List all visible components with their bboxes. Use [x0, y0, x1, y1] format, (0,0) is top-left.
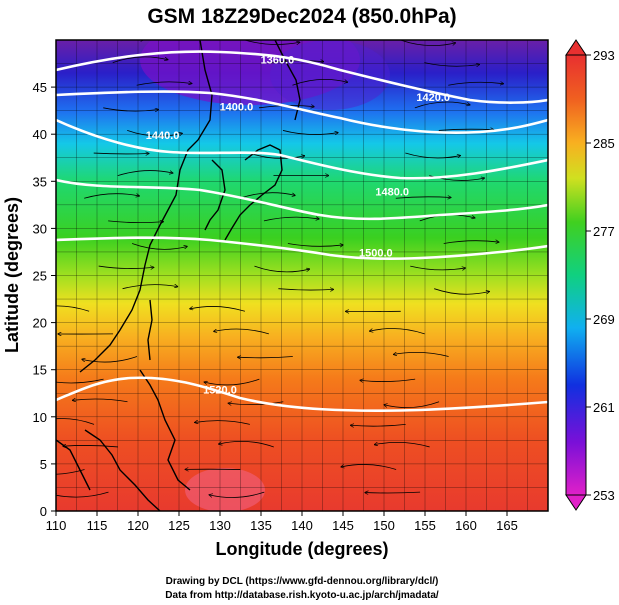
x-tick-label: 165 [496, 518, 518, 533]
y-axis-label: Latitude (degrees) [2, 197, 22, 353]
colorbar-label: 285 [593, 136, 615, 151]
credit-data: Data from http://database.rish.kyoto-u.a… [165, 590, 439, 601]
y-tick-label: 20 [33, 316, 47, 331]
x-tick-label: 140 [291, 518, 313, 533]
colorbar: 293 285 277 269 261 253 [565, 39, 615, 511]
contour-label: 1360.0 [261, 55, 295, 67]
height-contours [56, 50, 548, 412]
y-tick-label: 10 [33, 410, 47, 425]
contour-label: 1500.0 [359, 248, 393, 260]
contour-label: 1480.0 [375, 186, 409, 198]
y-tick-label: 35 [33, 174, 47, 189]
x-tick-label: 150 [373, 518, 395, 533]
y-tick-label: 15 [33, 363, 47, 378]
x-tick-label: 130 [209, 518, 231, 533]
x-tick-label: 160 [455, 518, 477, 533]
contour-label-layer: 1360.0 1400.0 1440.0 1420.0 1480.0 1500.0 1520… [146, 55, 450, 397]
colorbar-label: 293 [593, 48, 615, 63]
y-tick-label: 45 [33, 80, 47, 95]
x-tick-label: 155 [414, 518, 436, 533]
x-axis-label: Longitude (degrees) [215, 539, 388, 559]
x-tick-label: 115 [87, 518, 108, 533]
contour-label: 1400.0 [220, 102, 254, 114]
colorbar-label: 277 [593, 224, 615, 239]
contour-label: 1420.0 [416, 92, 450, 104]
colorbar-label: 261 [593, 400, 615, 415]
y-tick-label: 5 [40, 457, 47, 472]
colorbar-top-arrow [565, 39, 587, 56]
x-tick-label: 125 [168, 518, 190, 533]
x-tick-label: 120 [127, 518, 149, 533]
plot-area: 1360.0 1400.0 1440.0 1420.0 1480.0 1500.0 1520… [56, 40, 548, 511]
x-tick-label: 110 [46, 518, 67, 533]
warm-pocket [185, 468, 265, 511]
y-tick-label: 0 [40, 504, 47, 519]
colorbar-gradient [565, 54, 587, 496]
x-axis: 110 115 120 125 130 135 140 145 150 155 160 165 [46, 511, 518, 533]
grid-layer [56, 40, 548, 511]
colorbar-bottom-arrow [565, 494, 587, 511]
contour-label: 1520.0 [203, 384, 237, 396]
y-axis: 0 5 10 15 20 25 30 35 40 45 [33, 80, 56, 519]
x-tick-label: 145 [332, 518, 354, 533]
chart-title: GSM 18Z29Dec2024 (850.0hPa) [147, 5, 456, 28]
contour-label: 1440.0 [146, 130, 180, 142]
colorbar-label: 269 [593, 312, 615, 327]
credit-drawing: Drawing by DCL (https://www.gfd-dennou.o… [166, 576, 439, 587]
y-tick-label: 40 [33, 127, 47, 142]
colorbar-label: 253 [593, 488, 615, 503]
y-tick-label: 25 [33, 269, 47, 284]
y-tick-label: 30 [33, 221, 47, 236]
coastline-layer [56, 40, 301, 511]
x-tick-label: 135 [250, 518, 272, 533]
